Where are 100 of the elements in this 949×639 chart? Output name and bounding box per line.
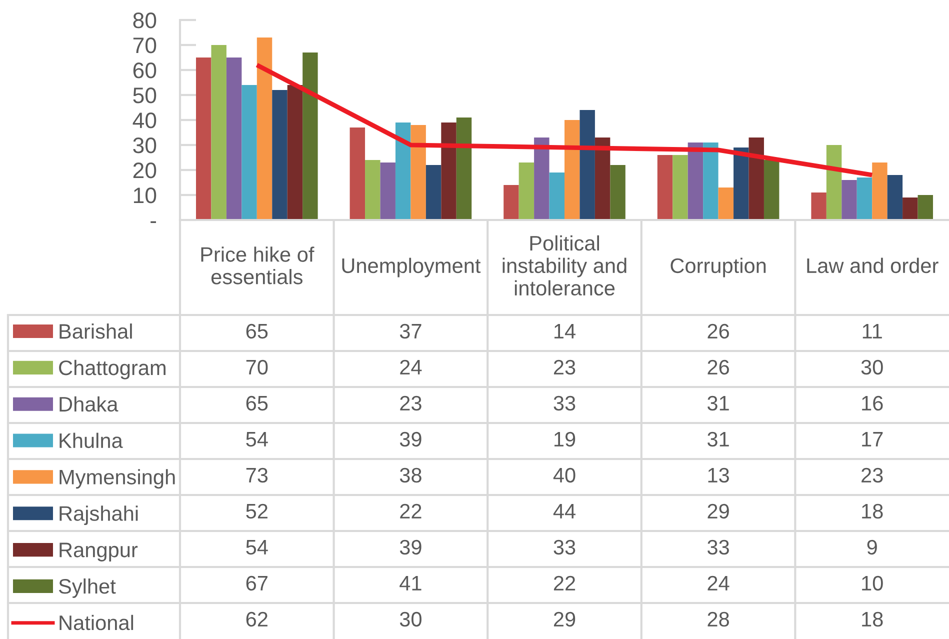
legend-label: Rangpur [60, 542, 138, 562]
y-tick-label: - [150, 221, 156, 224]
x-tick-label: Political instability and intolerance [502, 235, 626, 296]
data-label: 9 [867, 540, 877, 555]
bar [426, 165, 442, 220]
legend-label: Sylhet [58, 578, 116, 598]
data-label: 19 [554, 432, 576, 447]
bar [410, 125, 426, 220]
bar [842, 180, 857, 220]
bar [350, 128, 366, 220]
y-tick-label: 70 [133, 38, 156, 54]
bar [811, 192, 826, 220]
x-tick-label: Unemployment [342, 258, 481, 278]
data-label: 33 [554, 540, 576, 555]
data-label: 73 [246, 468, 268, 483]
data-label: 65 [246, 396, 268, 411]
bar [564, 120, 580, 220]
data-label: 23 [554, 360, 576, 375]
bar [610, 165, 626, 220]
x-tick-label: Price hike of essentials [201, 246, 314, 284]
y-tick-label: 80 [133, 12, 156, 28]
data-label: 31 [708, 396, 729, 411]
y-tick-label: 60 [133, 62, 156, 78]
data-label: 37 [400, 324, 422, 339]
bar [703, 142, 718, 220]
data-label: 39 [400, 432, 422, 447]
y-tick-label: 20 [133, 162, 156, 178]
bar [672, 155, 688, 220]
data-label: 22 [400, 504, 422, 518]
data-label: 41 [400, 576, 422, 590]
bar [718, 188, 734, 220]
data-label: 26 [708, 324, 729, 339]
bar [226, 58, 242, 220]
bar [549, 172, 564, 220]
data-label: 26 [708, 360, 729, 375]
data-label: 28 [708, 612, 729, 627]
bar [872, 162, 888, 220]
bar [918, 195, 934, 220]
data-label: 33 [708, 540, 729, 555]
bar [395, 122, 411, 220]
bar [902, 198, 918, 220]
x-tick-label: Corruption [670, 258, 766, 278]
legend-label: Chattogram [59, 360, 166, 380]
data-label: 54 [246, 432, 268, 447]
data-label: 14 [554, 324, 576, 338]
legend-label: Dhaka [60, 396, 118, 412]
data-label: 23 [400, 396, 422, 411]
data-label: 11 [862, 324, 882, 338]
data-label: 44 [553, 504, 576, 518]
legend-label: Mymensingh [60, 469, 175, 489]
legend-label: Khulna [60, 432, 123, 448]
y-tick-label: 30 [133, 138, 156, 154]
data-label: 39 [400, 540, 422, 555]
data-label: 62 [246, 612, 268, 627]
x-tick-label: Law and order [807, 258, 938, 274]
bar [441, 122, 456, 220]
data-label: 33 [554, 396, 576, 411]
data-label: 22 [554, 576, 576, 590]
data-label: 24 [400, 360, 422, 374]
data-label: 30 [861, 360, 883, 375]
bar [365, 160, 380, 220]
bar [302, 52, 318, 220]
bar [256, 38, 272, 220]
legend-label: National [60, 614, 134, 630]
data-label: 31 [708, 432, 729, 447]
bar [826, 145, 842, 220]
bar [380, 162, 396, 220]
data-label: 17 [862, 432, 883, 446]
data-label: 29 [708, 504, 729, 519]
bar [211, 45, 226, 220]
data-label: 65 [246, 324, 268, 339]
bar [657, 155, 673, 220]
data-label: 67 [246, 576, 268, 591]
y-tick-label: 40 [132, 112, 156, 128]
bar [688, 142, 704, 220]
legend-label: Barishal [60, 324, 132, 339]
y-tick-label: 10 [134, 188, 156, 204]
bar [196, 58, 212, 220]
bar [748, 138, 764, 220]
data-label: 18 [862, 504, 883, 519]
y-tick-label: 50 [133, 88, 156, 104]
bar [272, 90, 288, 220]
bar [456, 118, 472, 220]
data-label: 10 [862, 576, 883, 591]
data-label: 54 [246, 540, 268, 555]
bar [764, 160, 780, 220]
data-label: 13 [708, 468, 729, 483]
data-label: 30 [400, 612, 422, 627]
bar [594, 138, 610, 220]
data-label: 23 [862, 468, 883, 483]
data-label: 52 [246, 504, 268, 519]
data-label: 29 [554, 612, 576, 627]
bar [734, 148, 749, 220]
data-label: 24 [708, 576, 730, 590]
data-label: 40 [553, 468, 576, 483]
legend-label: Rajshahi [60, 506, 138, 526]
data-label: 16 [862, 396, 883, 411]
bar [287, 85, 303, 220]
bar [887, 175, 903, 220]
line-series [254, 62, 874, 178]
